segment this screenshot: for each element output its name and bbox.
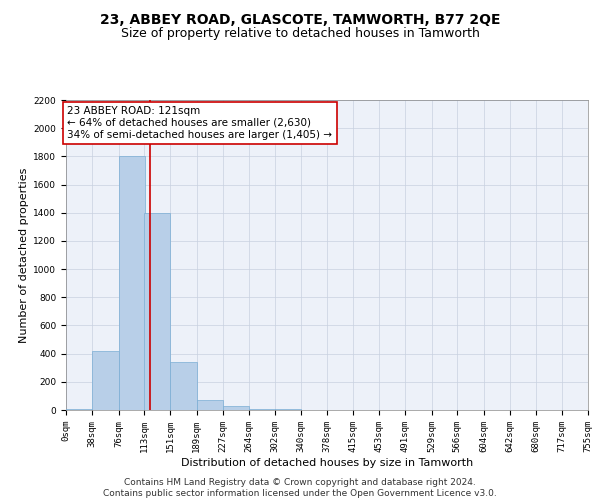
Text: Size of property relative to detached houses in Tamworth: Size of property relative to detached ho… bbox=[121, 28, 479, 40]
Y-axis label: Number of detached properties: Number of detached properties bbox=[19, 168, 29, 342]
Bar bbox=[170, 362, 197, 410]
Text: 23, ABBEY ROAD, GLASCOTE, TAMWORTH, B77 2QE: 23, ABBEY ROAD, GLASCOTE, TAMWORTH, B77 … bbox=[100, 12, 500, 26]
X-axis label: Distribution of detached houses by size in Tamworth: Distribution of detached houses by size … bbox=[181, 458, 473, 468]
Bar bbox=[119, 156, 145, 410]
Text: Contains HM Land Registry data © Crown copyright and database right 2024.
Contai: Contains HM Land Registry data © Crown c… bbox=[103, 478, 497, 498]
Bar bbox=[66, 408, 92, 410]
Bar bbox=[248, 408, 275, 410]
Bar bbox=[197, 400, 223, 410]
Bar bbox=[144, 212, 170, 410]
Text: 23 ABBEY ROAD: 121sqm
← 64% of detached houses are smaller (2,630)
34% of semi-d: 23 ABBEY ROAD: 121sqm ← 64% of detached … bbox=[67, 106, 332, 140]
Bar bbox=[223, 406, 249, 410]
Bar bbox=[92, 351, 119, 410]
